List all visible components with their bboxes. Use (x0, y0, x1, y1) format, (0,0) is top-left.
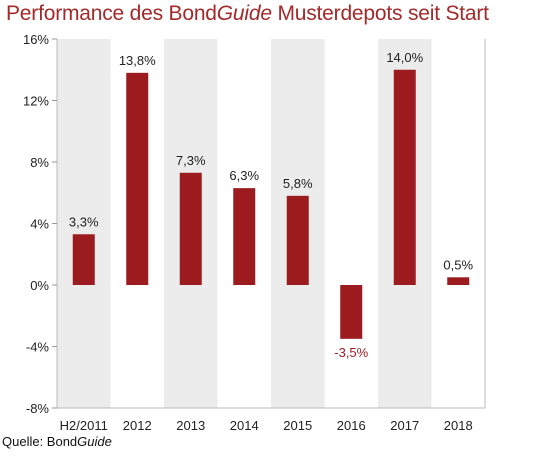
y-tick-label: 16% (23, 32, 49, 47)
bar (393, 69, 416, 285)
x-tick-label: H2/2011 (60, 418, 108, 433)
y-tick-label: 8% (30, 155, 49, 170)
bar (179, 172, 202, 285)
x-tick-label: 2016 (337, 418, 366, 433)
data-label: -3,5% (334, 345, 368, 360)
chart-title: Performance des BondGuide Musterdepots s… (6, 2, 489, 25)
data-label: 14,0% (386, 50, 423, 65)
data-label: 13,8% (119, 53, 156, 68)
x-tick-label: 2017 (390, 418, 419, 433)
data-label: 3,3% (69, 214, 99, 229)
data-label: 0,5% (443, 257, 473, 272)
x-tick-label: 2015 (283, 418, 312, 433)
x-tick-label: 2014 (230, 418, 259, 433)
data-label: 7,3% (176, 153, 206, 168)
data-label: 5,8% (283, 176, 313, 191)
bar (126, 72, 149, 285)
source-note: Quelle: BondGuide (2, 434, 112, 449)
y-tick-label: -4% (26, 340, 50, 355)
y-tick-label: 4% (30, 217, 49, 232)
bar (233, 188, 256, 285)
y-tick-label: 0% (30, 278, 49, 293)
y-tick-label: -8% (26, 401, 50, 416)
x-tick-label: 2018 (444, 418, 473, 433)
x-tick-label: 2013 (176, 418, 205, 433)
bar (340, 285, 363, 339)
bar (447, 277, 470, 285)
y-tick-label: 12% (23, 94, 49, 109)
bar (72, 234, 95, 285)
shaded-column (57, 39, 111, 408)
data-label: 6,3% (229, 168, 259, 183)
x-tick-label: 2012 (123, 418, 152, 433)
bar (286, 195, 309, 285)
